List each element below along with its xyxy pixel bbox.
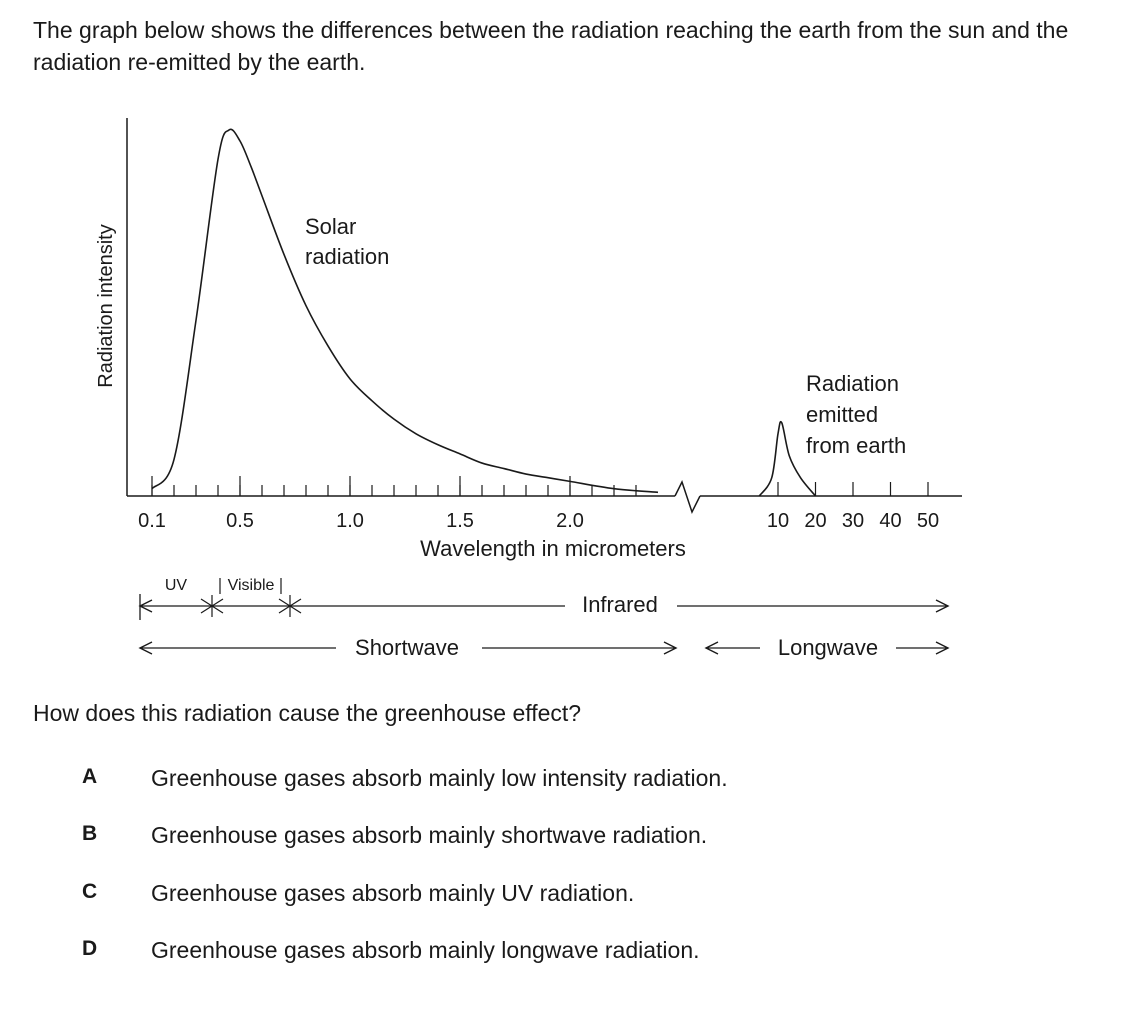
band-boundary-0 — [200, 595, 224, 617]
x-axis-label: Wavelength in micrometers — [420, 536, 686, 561]
x-tick-label: 10 — [767, 510, 789, 532]
x-tick-label: 1.5 — [446, 510, 474, 532]
option-d[interactable]: D Greenhouse gases absorb mainly longwav… — [0, 937, 1145, 971]
question-text: How does this radiation cause the greenh… — [33, 700, 582, 726]
x-tick-label: 0.1 — [138, 510, 166, 532]
option-a-text: Greenhouse gases absorb mainly low inten… — [151, 765, 728, 791]
x-tick-label: 30 — [842, 510, 864, 532]
visible-label: Visible — [228, 577, 275, 594]
shortwave-arrow-right — [663, 641, 678, 655]
option-c-text: Greenhouse gases absorb mainly UV radiat… — [151, 880, 635, 906]
option-a-letter: A — [82, 765, 98, 788]
y-axis-label: Radiation intensity — [95, 224, 117, 387]
band-boundary-1 — [278, 595, 302, 617]
x-tick-label: 50 — [917, 510, 939, 532]
infrared-arrow — [935, 599, 950, 613]
solar-radiation-label: Solar radiation — [305, 214, 389, 269]
option-b[interactable]: B Greenhouse gases absorb mainly shortwa… — [0, 822, 1145, 856]
uv-label: UV — [165, 577, 188, 594]
option-c[interactable]: C Greenhouse gases absorb mainly UV radi… — [0, 880, 1145, 914]
option-d-letter: D — [82, 937, 98, 960]
x-axis-break — [674, 480, 701, 514]
option-b-letter: B — [82, 822, 98, 845]
intro-text: The graph below shows the differences be… — [33, 17, 1069, 75]
shortwave-label: Shortwave — [355, 635, 459, 660]
uv-arrow-left — [138, 599, 153, 613]
x-tick-label: 20 — [804, 510, 826, 532]
longwave-arrow-left — [704, 641, 719, 655]
option-c-letter: C — [82, 880, 98, 903]
longwave-label: Longwave — [778, 635, 878, 660]
radiation-chart: 0.1 0.5 1.0 1.5 2.0 10 20 30 40 50 Wavelength in m… — [95, 118, 962, 660]
earth-radiation-label: Radiation emitted from earth — [806, 371, 906, 458]
x-tick-label: 0.5 — [226, 510, 254, 532]
infrared-label: Infrared — [582, 592, 658, 617]
option-b-text: Greenhouse gases absorb mainly shortwave… — [151, 822, 708, 848]
longwave-arrow-right — [935, 641, 950, 655]
x-tick-label: 40 — [879, 510, 901, 532]
solar-radiation-line — [151, 128, 659, 494]
shortwave-arrow-left — [138, 641, 153, 655]
option-d-text: Greenhouse gases absorb mainly longwave … — [151, 937, 700, 963]
x-tick-label: 1.0 — [336, 510, 364, 532]
earth-radiation-line — [758, 420, 817, 497]
option-a[interactable]: A Greenhouse gases absorb mainly low int… — [0, 765, 1145, 799]
x-tick-label: 2.0 — [556, 510, 584, 532]
